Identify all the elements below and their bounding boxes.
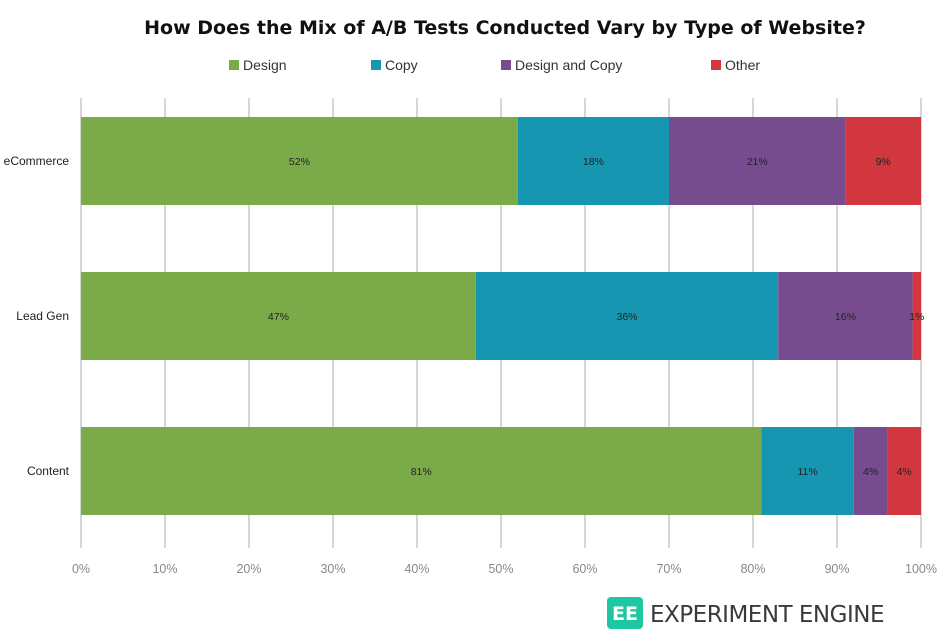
data-label: 16% (835, 311, 856, 323)
data-label: 4% (863, 466, 878, 478)
data-label: 21% (747, 156, 768, 168)
data-label: 47% (268, 311, 289, 323)
category-label: eCommerce (4, 154, 70, 168)
x-tick-label: 100% (905, 562, 937, 576)
data-label: 36% (616, 311, 637, 323)
bar-segment (517, 117, 669, 205)
logo-text: EXPERIMENT ENGINE (650, 602, 884, 628)
bar-segment (475, 272, 779, 360)
legend-label: Copy (385, 57, 418, 73)
data-label: 18% (583, 156, 604, 168)
legend-label: Design (243, 57, 287, 73)
x-tick-label: 10% (152, 562, 177, 576)
legend-swatch (711, 60, 721, 70)
x-tick-label: 90% (824, 562, 849, 576)
category-label: Lead Gen (16, 309, 69, 323)
x-tick-label: 70% (656, 562, 681, 576)
x-tick-label: 30% (320, 562, 345, 576)
x-tick-label: 80% (740, 562, 765, 576)
experiment-engine-logo: EE EXPERIMENT ENGINE (607, 597, 884, 629)
legend-swatch (229, 60, 239, 70)
x-tick-label: 0% (72, 562, 90, 576)
x-tick-label: 60% (572, 562, 597, 576)
bar-segment (778, 272, 913, 360)
legend-swatch (371, 60, 381, 70)
bar-segment (81, 427, 762, 515)
category-label: Content (27, 464, 70, 478)
bar-segment (887, 427, 921, 515)
bar-segment (81, 272, 476, 360)
bar-segment (845, 117, 921, 205)
data-label: 9% (876, 156, 891, 168)
bar-segment (669, 117, 846, 205)
bar-segment (853, 427, 888, 515)
bar-segment (761, 427, 854, 515)
data-label: 52% (289, 156, 310, 168)
chart-title: How Does the Mix of A/B Tests Conducted … (144, 17, 866, 39)
data-label: 81% (411, 466, 432, 478)
x-tick-label: 50% (488, 562, 513, 576)
legend-swatch (501, 60, 511, 70)
data-label: 4% (897, 466, 912, 478)
legend-label: Design and Copy (515, 57, 622, 73)
bar-segment (81, 117, 518, 205)
legend-label: Other (725, 57, 760, 73)
data-label: 11% (797, 466, 817, 478)
x-tick-label: 40% (404, 562, 429, 576)
logo-mark-icon (607, 597, 643, 629)
data-label: 1% (909, 311, 924, 323)
bar-segment (912, 272, 921, 360)
x-tick-label: 20% (236, 562, 261, 576)
logo-mark-text: EE (612, 603, 638, 625)
